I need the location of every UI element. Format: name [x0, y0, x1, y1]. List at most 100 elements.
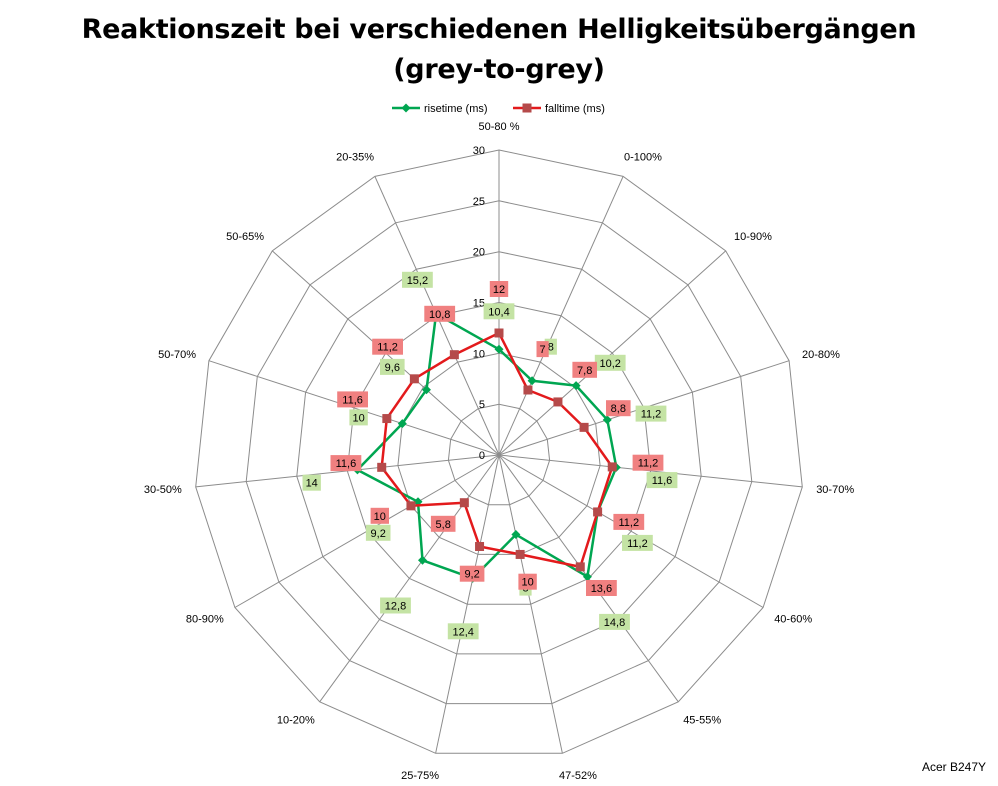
data-point-falltime [406, 501, 416, 511]
data-point-falltime [575, 562, 585, 572]
data-label-falltime: 7,8 [577, 365, 592, 377]
legend: risetime (ms) falltime (ms) [392, 103, 605, 115]
data-label-risetime: 9,2 [371, 528, 386, 540]
legend-marker-falltime [522, 103, 532, 113]
data-label-bg [330, 455, 362, 472]
data-label-bg [302, 474, 321, 491]
data-label-risetime: 15,2 [407, 275, 428, 287]
watermark-text: Acer B247Y [921, 760, 986, 774]
data-label-falltime: 10,8 [429, 309, 450, 321]
data-label-bg [430, 515, 456, 532]
data-label-risetime: 12,4 [452, 626, 473, 638]
data-label-bg [518, 573, 537, 590]
data-label-bg [372, 338, 403, 355]
data-point-falltime [475, 541, 485, 551]
data-point-risetime [582, 572, 592, 582]
series-line-falltime [380, 331, 614, 569]
grid-spoke [498, 176, 624, 456]
data-label-bg [646, 472, 678, 489]
data-label-bg [370, 507, 389, 524]
data-label-risetime: 10 [352, 412, 364, 424]
data-label-bg [594, 354, 626, 371]
data-label-falltime: 9,2 [464, 569, 479, 581]
data-label-falltime: 11,2 [619, 517, 640, 529]
category-label: 20-80% [802, 349, 840, 361]
grid-spoke [498, 454, 764, 608]
data-label-falltime: 10 [374, 511, 386, 523]
grid-spoke [319, 454, 500, 703]
category-labels: 50-80 % 0-100% 10-90% 20-80% 30-70% 40-60% 45-… [144, 121, 854, 782]
data-label-risetime: 12,8 [385, 601, 406, 613]
grid-ring-20 [296, 251, 702, 655]
tick-label: 5 [479, 399, 485, 411]
data-label-bg [632, 454, 664, 471]
category-label: 0-100% [624, 151, 662, 163]
grid-spoke [498, 250, 727, 456]
data-point-risetime [421, 385, 431, 395]
data-label-falltime: 11,2 [638, 458, 659, 470]
data-point-risetime [527, 376, 537, 386]
grid-spoke [208, 360, 500, 456]
data-label-risetime: 9,6 [385, 362, 400, 374]
category-label: 10-90% [734, 231, 772, 243]
grid-ring-10 [397, 352, 601, 555]
category-label: 10-20% [277, 715, 315, 727]
data-label-falltime: 12 [493, 284, 505, 296]
data-label-bg [424, 305, 456, 322]
data-label-falltime: 11,6 [342, 394, 363, 406]
category-label: 50-65% [226, 231, 264, 243]
data-point-falltime [377, 462, 387, 472]
data-label-bg [606, 400, 631, 417]
category-label: 30-50% [144, 484, 182, 496]
data-label-bg [622, 534, 653, 551]
data-point-risetime [418, 555, 428, 565]
data-point-falltime [449, 350, 459, 360]
tick-label: 20 [473, 247, 485, 259]
legend-marker-risetime [401, 103, 411, 113]
data-label-bg [380, 597, 411, 614]
data-label-falltime: 10 [521, 577, 533, 589]
tick-label: 15 [473, 298, 485, 310]
data-label-falltime: 11,2 [377, 342, 398, 354]
chart-title-line-2: (grey-to-grey) [393, 54, 605, 85]
data-label-bg [613, 513, 645, 530]
grid-spoke [435, 454, 500, 754]
data-point-risetime [602, 415, 612, 425]
category-label: 45-55% [683, 715, 721, 727]
grid-spoke [498, 454, 563, 754]
chart-title-line-1: Reaktionszeit bei verschiedenen Helligke… [81, 14, 917, 45]
data-label-bg [349, 409, 368, 426]
data-label-bg [459, 565, 485, 582]
radial-tick-labels: 0 5 10 15 20 25 30 [473, 145, 485, 462]
data-label-risetime: 14,8 [604, 617, 625, 629]
data-point-falltime [593, 507, 603, 517]
category-label: 50-70% [158, 349, 196, 361]
legend-entry-falltime: falltime (ms) [545, 103, 605, 115]
data-label-risetime: 10,4 [488, 306, 509, 318]
data-label-bg [380, 358, 405, 375]
data-label-bg [489, 281, 509, 297]
grid-ring-25 [245, 200, 753, 705]
data-point-falltime [515, 549, 525, 559]
data-label-bg [586, 580, 617, 596]
data-label-bg [447, 623, 479, 640]
data-label-falltime: 8,8 [611, 403, 626, 415]
category-label: 80-90% [186, 614, 224, 626]
category-label: 30-70% [816, 484, 854, 496]
data-label-risetime: 8 [548, 342, 554, 354]
series-lines [352, 309, 621, 583]
data-point-falltime [382, 414, 392, 424]
data-point-falltime [553, 397, 563, 407]
data-point-falltime [409, 374, 419, 384]
grid-spoke [498, 454, 803, 488]
data-label-risetime: 11,2 [641, 409, 662, 421]
tick-label: 10 [473, 348, 485, 360]
data-point-risetime [397, 419, 407, 429]
data-label-bg [599, 613, 630, 630]
data-label-bg [337, 391, 368, 408]
data-label-bg [572, 361, 597, 378]
data-label-risetime: 10,2 [599, 358, 620, 370]
data-labels: 10,4810,211,211,611,214,8812,412,89,2141… [302, 271, 678, 640]
grid-ring-5 [447, 403, 551, 506]
